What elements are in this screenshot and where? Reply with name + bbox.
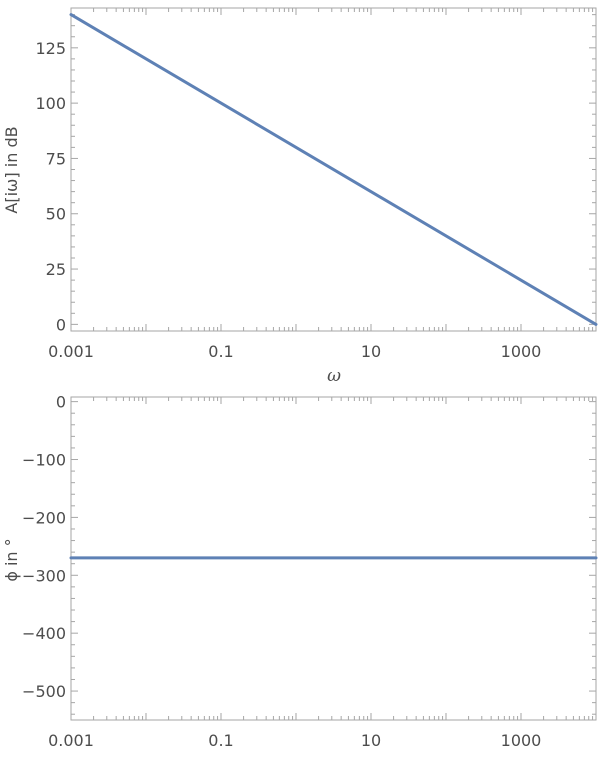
magnitude-series-line [69,13,598,326]
phase-plot: 0.001 0.1 10 1000 0 −100 −200 −300 −400 −500 ϕ i… [2,393,598,750]
phase-ticks [70,397,596,720]
phase-x-tick-labels: 0.001 0.1 10 1000 [48,731,541,750]
phase-y-tick-label: −500 [22,682,66,701]
phase-x-tick-label: 1000 [501,731,542,750]
magnitude-y-tick-label: 50 [46,205,66,224]
magnitude-y-tick-label: 100 [35,94,66,113]
magnitude-y-tick-label: 75 [46,149,66,168]
phase-y-tick-labels: 0 −100 −200 −300 −400 −500 [22,393,66,701]
magnitude-x-tick-label: 10 [361,342,381,361]
phase-y-axis-label: ϕ in ° [2,538,21,581]
phase-y-tick-label: −200 [22,508,66,527]
magnitude-ticks [70,8,596,331]
phase-y-tick-label: −400 [22,624,66,643]
phase-y-tick-label: −300 [22,566,66,585]
magnitude-y-tick-label: 0 [56,315,66,334]
magnitude-y-axis-label: A[iω] in dB [2,126,21,213]
phase-y-tick-label: 0 [56,393,66,412]
phase-x-tick-label: 0.1 [208,731,233,750]
magnitude-x-tick-label: 0.1 [208,342,233,361]
magnitude-x-tick-labels: 0.001 0.1 10 1000 [48,342,541,361]
phase-y-tick-label: −100 [22,451,66,470]
magnitude-x-tick-label: 0.001 [48,342,94,361]
magnitude-series [69,13,598,326]
magnitude-plot: 0.001 0.1 10 1000 0 25 50 75 100 125 ω A[iω] in … [2,7,598,386]
phase-x-tick-label: 0.001 [48,731,94,750]
magnitude-x-tick-label: 1000 [501,342,542,361]
magnitude-y-tick-labels: 0 25 50 75 100 125 [35,39,66,335]
magnitude-y-tick-label: 125 [35,39,66,58]
magnitude-y-tick-label: 25 [46,260,66,279]
phase-x-tick-label: 10 [361,731,381,750]
magnitude-x-axis-label: ω [327,366,341,386]
